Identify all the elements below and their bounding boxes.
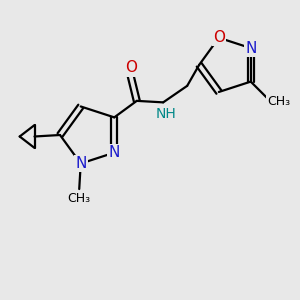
Text: CH₃: CH₃: [68, 191, 91, 205]
Text: NH: NH: [156, 107, 176, 121]
Text: CH₃: CH₃: [267, 94, 290, 108]
Text: N: N: [75, 156, 86, 171]
Text: O: O: [125, 60, 137, 75]
Text: O: O: [213, 30, 225, 45]
Text: N: N: [109, 145, 120, 160]
Text: N: N: [245, 40, 256, 56]
